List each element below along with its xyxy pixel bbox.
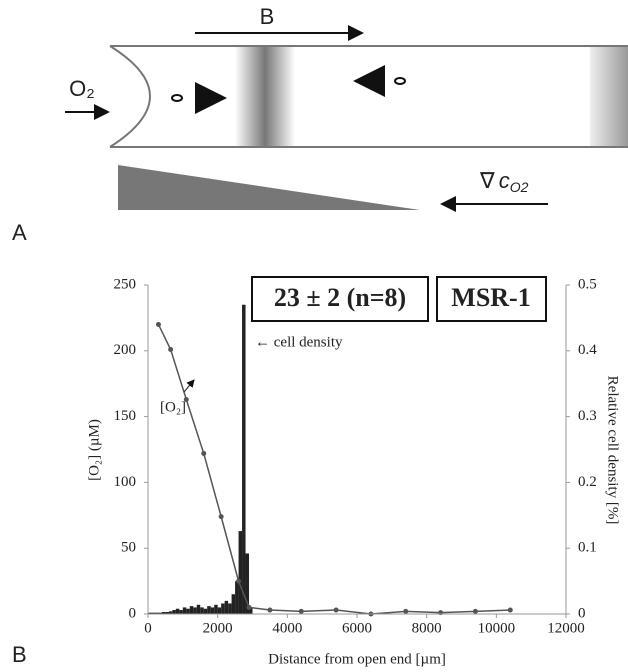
density-bar (214, 604, 218, 614)
x-tick-label: 8000 (412, 620, 442, 636)
density-bar (207, 606, 211, 614)
y2-tick-label: 0.5 (578, 276, 597, 292)
y2-tick-label: 0.2 (578, 474, 597, 490)
gradient-symbol: ∇ (479, 168, 495, 193)
cell (171, 94, 183, 102)
density-bar (161, 612, 166, 614)
annotation: [O₂] (160, 399, 186, 415)
y-tick-label: 0 (129, 605, 137, 621)
o2-point (472, 608, 478, 614)
density-bar (238, 531, 243, 614)
density-bar (158, 612, 162, 614)
y2-tick-label: 0.3 (578, 408, 597, 424)
x-tick-label: 0 (144, 620, 152, 636)
annotation: ← cell density (255, 334, 343, 350)
x-tick-label: 2000 (203, 620, 233, 636)
density-bar (221, 603, 225, 614)
y-tick-label: 250 (114, 276, 137, 292)
density-bar (193, 607, 197, 614)
density-bar (182, 607, 187, 614)
x-tick-label: 12000 (547, 620, 585, 636)
panel-label: A (12, 220, 27, 245)
y-tick-label: 200 (114, 342, 137, 358)
o2-point (236, 578, 242, 584)
o2-point (168, 346, 174, 352)
x-tick-label: 6000 (342, 620, 372, 636)
annotation: 23 ± 2 (n=8) (274, 283, 406, 312)
gradient-var: c (499, 168, 510, 193)
o2-point (507, 607, 513, 613)
gradient-wedge (118, 165, 420, 210)
y2-tick-label: 0.1 (578, 540, 597, 556)
annotation-box (251, 276, 429, 322)
density-bar (189, 606, 194, 614)
o2-point (183, 396, 189, 402)
density-bar (175, 608, 180, 614)
y2-tick-label: 0 (578, 605, 586, 621)
density-bar (228, 603, 232, 614)
tube-cap (590, 46, 628, 147)
density-bar (148, 612, 152, 614)
y-tick-label: 100 (114, 474, 137, 490)
o2-point (333, 607, 339, 613)
density-bar (196, 604, 201, 614)
annotation-box (436, 276, 547, 322)
annotation-arrow (183, 379, 195, 393)
y-tick-label: 50 (121, 540, 136, 556)
density-bar (151, 612, 155, 614)
tube (109, 45, 628, 148)
o2-point (298, 608, 304, 614)
density-bar (179, 610, 183, 614)
field-label: B (260, 4, 275, 29)
gradient-label: ∇ cO2 (479, 168, 529, 195)
density-bar (154, 612, 159, 614)
o2-point (267, 607, 273, 613)
annotation: MSR-1 (451, 283, 530, 312)
x-tick-label: 10000 (478, 620, 516, 636)
y2-tick-label: 0.4 (578, 342, 597, 358)
density-bar (224, 600, 229, 614)
density-bar (200, 607, 204, 614)
y2-axis-label: Relative cell density [%] (605, 376, 621, 525)
oxygen-label: O₂ (69, 76, 95, 101)
y-axis-label: [O₂] (µM) (86, 419, 102, 481)
density-bar (186, 608, 190, 614)
density-bar (210, 607, 215, 614)
density-bar (172, 610, 176, 614)
density-bar (249, 607, 253, 614)
x-axis-label: Distance from open end [µm] (268, 651, 446, 667)
x-tick-label: 4000 (272, 620, 302, 636)
density-bar (165, 612, 169, 614)
gradient-sub: O2 (510, 179, 529, 195)
panel-label: B (12, 642, 27, 667)
density-bar (235, 581, 239, 614)
cell (394, 77, 406, 85)
o2-point (218, 514, 224, 520)
cell-band (235, 46, 295, 147)
o2-point (403, 608, 409, 614)
density-bar (245, 553, 250, 614)
diagram: B O₂ ∇ cO2 A (12, 4, 628, 245)
o2-point (155, 321, 161, 327)
density-bar (217, 607, 222, 614)
o2-point (246, 604, 252, 610)
o2-line (157, 324, 511, 615)
density-bar (242, 304, 246, 614)
density-bar (168, 611, 173, 614)
axes (147, 285, 567, 615)
o2-point (201, 450, 207, 456)
density-bar (231, 594, 236, 614)
density-bar (203, 608, 208, 614)
y-tick-label: 150 (114, 408, 137, 424)
